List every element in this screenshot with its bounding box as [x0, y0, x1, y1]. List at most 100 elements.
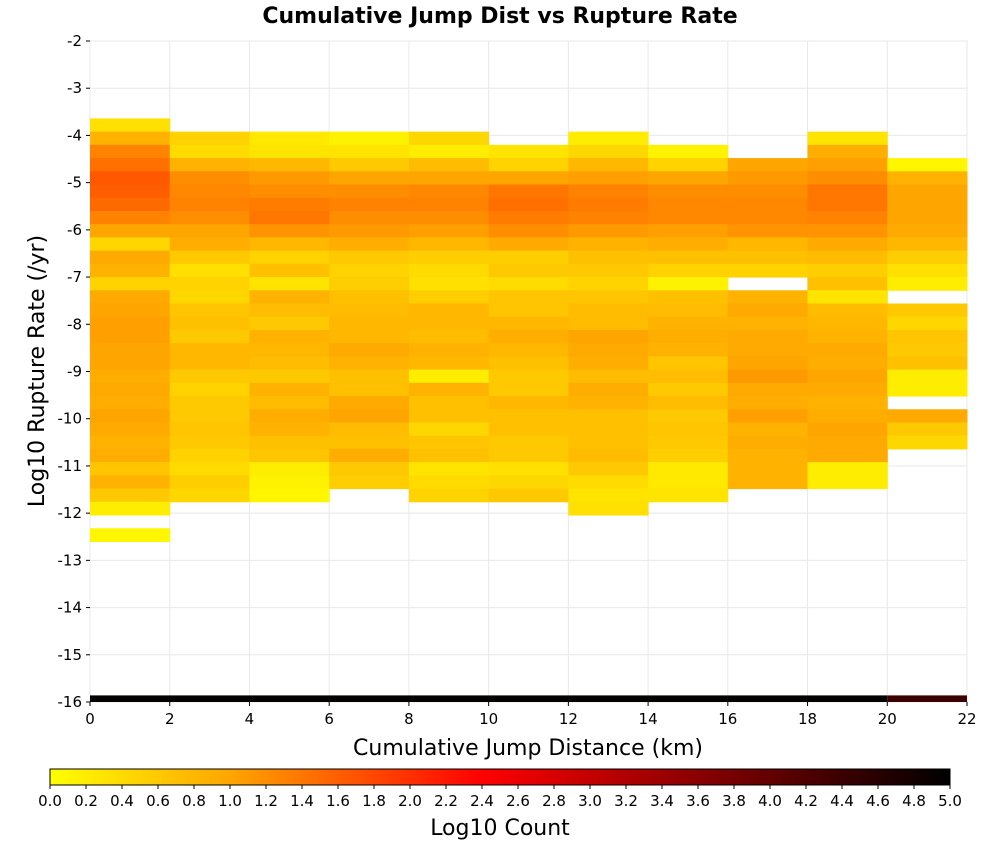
heatmap-cell: [249, 131, 330, 146]
heatmap-cell: [807, 277, 888, 291]
heatmap-cell: [90, 237, 171, 252]
heatmap-cell: [329, 144, 410, 159]
heatmap-cell: [169, 475, 250, 490]
heatmap-cell: [90, 396, 171, 410]
heatmap-cell: [807, 224, 888, 238]
heatmap-cell: [568, 396, 649, 410]
heatmap-cell: [329, 462, 410, 476]
heatmap-cell: [887, 356, 968, 371]
heatmap-cell: [568, 263, 649, 278]
colorbar-tick-label: 1.2: [254, 792, 278, 810]
y-tick-label: -10: [58, 410, 83, 428]
heatmap-cell: [727, 462, 809, 476]
heatmap-cell: [648, 303, 729, 318]
heatmap-cell: [568, 488, 649, 503]
y-tick-label: -4: [67, 126, 82, 144]
heatmap-cell: [568, 356, 649, 371]
heatmap-cell: [727, 396, 809, 410]
heatmap-cell: [249, 144, 330, 159]
heatmap-cell: [648, 329, 729, 344]
heatmap-cell: [488, 316, 569, 331]
heatmap-cell: [568, 144, 649, 159]
heatmap-cell: [408, 396, 490, 410]
heatmap-cell: [408, 277, 490, 291]
heatmap-cell: [887, 184, 968, 199]
heatmap-cell: [408, 131, 490, 146]
heatmap-cell: [568, 197, 649, 212]
y-tick-label: -12: [58, 504, 83, 522]
heatmap-cell: [488, 343, 569, 357]
heatmap-cell: [408, 356, 490, 371]
x-axis-label: Cumulative Jump Distance (km): [353, 736, 703, 761]
heatmap-cell: [488, 462, 569, 476]
heatmap-cell: [249, 263, 330, 278]
colorbar-tick-label: 0.2: [74, 792, 98, 810]
y-tick-label: -5: [67, 174, 82, 192]
heatmap-cell: [169, 277, 250, 291]
heatmap-cell: [329, 290, 410, 305]
heatmap-cell: [568, 343, 649, 357]
heatmap-cell: [90, 462, 171, 476]
heatmap-cell: [488, 263, 569, 278]
heatmap-cell: [488, 144, 569, 159]
heatmap-cell: [648, 409, 729, 423]
heatmap-cell: [887, 409, 968, 423]
heatmap-cell: [488, 396, 569, 410]
heatmap-cell: [727, 409, 809, 423]
heatmap-cell: [887, 250, 968, 265]
heatmap-cell: [169, 316, 250, 331]
y-tick-label: -8: [67, 315, 82, 333]
heatmap-cell: [329, 343, 410, 357]
heatmap-cell: [887, 316, 968, 331]
heatmap-cell: [568, 290, 649, 305]
heatmap-cell: [568, 316, 649, 331]
y-tick-label: -15: [58, 646, 83, 664]
heatmap-cell: [488, 422, 569, 437]
heatmap-cell: [727, 171, 809, 186]
heatmap-cell: [568, 448, 649, 463]
y-tick-label: -7: [67, 268, 82, 286]
heatmap-cell: [887, 369, 968, 384]
heatmap-cell: [807, 237, 888, 252]
colorbar-tick-label: 4.8: [902, 792, 926, 810]
heatmap-cell: [90, 316, 171, 331]
heatmap-cell: [408, 382, 490, 397]
colorbar: [49, 768, 951, 786]
heatmap-cell: [648, 356, 729, 371]
heatmap-cell: [568, 303, 649, 318]
heatmap-cell: [169, 343, 250, 357]
heatmap-cell: [249, 448, 330, 463]
heatmap-cell: [169, 224, 250, 238]
colorbar-tick-label: 4.4: [830, 792, 854, 810]
heatmap-cell: [169, 184, 250, 199]
heatmap-cell: [408, 237, 490, 252]
x-tick-label: 18: [798, 710, 817, 728]
colorbar-tick-label: 2.6: [506, 792, 530, 810]
heatmap-cell: [727, 369, 809, 384]
y-tick-label: -14: [58, 599, 83, 617]
colorbar-tick-label: 4.6: [866, 792, 890, 810]
heatmap-cell: [408, 329, 490, 344]
heatmap-cell: [727, 343, 809, 357]
heatmap-cell: [488, 409, 569, 423]
heatmap-cell: [408, 184, 490, 199]
heatmap-cell: [807, 329, 888, 344]
heatmap-cell: [807, 475, 888, 490]
heatmap-cell: [249, 462, 330, 476]
heatmap-cell: [90, 131, 171, 146]
heatmap-cell: [807, 290, 888, 305]
colorbar-tick-label: 0.0: [38, 792, 62, 810]
heatmap-cell: [329, 158, 410, 172]
y-tick-label: -13: [58, 551, 83, 569]
heatmap-cell: [807, 462, 888, 476]
heatmap-cell: [408, 197, 490, 212]
heatmap-cell: [727, 250, 809, 265]
colorbar-tick-label: 3.4: [650, 792, 674, 810]
y-tick-label: -16: [58, 693, 83, 711]
heatmap-cell: [727, 329, 809, 344]
heatmap-cell: [488, 488, 569, 503]
heatmap-cell: [807, 144, 888, 159]
colorbar-tick-label: 2.8: [542, 792, 566, 810]
colorbar-tick-label: 2.2: [434, 792, 458, 810]
y-tick-label: -11: [58, 457, 83, 475]
